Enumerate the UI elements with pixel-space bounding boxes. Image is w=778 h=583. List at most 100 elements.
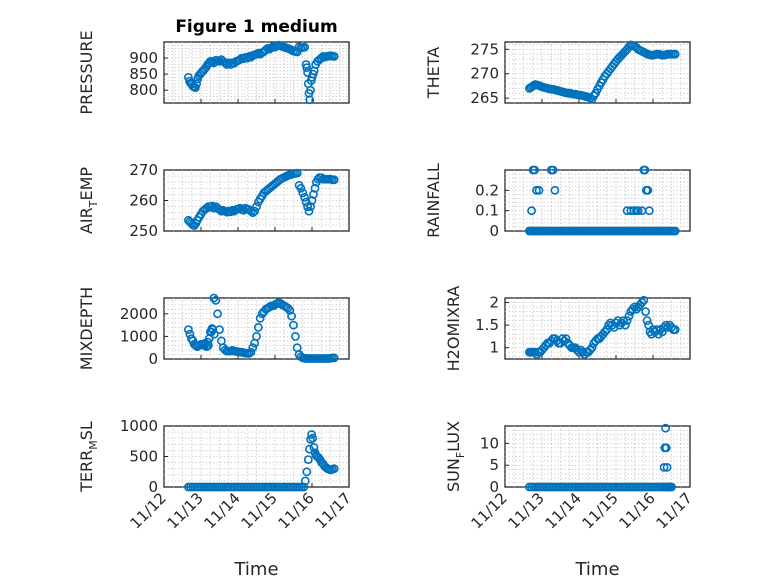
data-point [587, 343, 597, 353]
data-point [261, 45, 271, 55]
data-point [600, 327, 610, 337]
y-axis-label-subscript: F [454, 452, 467, 458]
data-point [298, 188, 308, 198]
data-point [310, 183, 320, 193]
data-point [622, 316, 632, 325]
data-point [190, 83, 200, 92]
data-point [255, 313, 265, 323]
y-axis-label-tail: LUX [444, 421, 463, 452]
data-point [303, 202, 312, 211]
data-point [637, 298, 647, 307]
data-points [525, 165, 680, 236]
data-point [287, 311, 296, 321]
data-point [248, 343, 258, 353]
data-point [329, 175, 339, 185]
data-point [300, 42, 309, 52]
subplot-h2omixra: 1 1.5 2 H2OMIXRA [444, 286, 691, 372]
y-axis-label-subscript: M [87, 440, 100, 450]
subplot-theta: 265 270 275 THETA [424, 40, 691, 107]
data-point [213, 309, 222, 319]
y-axis-label-tail: EMP [77, 167, 96, 201]
y-axis-label: AIRTEMP [77, 167, 100, 234]
y-tick-label: 1 [489, 339, 499, 357]
data-point [307, 196, 317, 205]
data-point [283, 303, 293, 313]
data-point [183, 325, 193, 334]
y-tick-label: 0 [489, 222, 499, 240]
y-axis-label-main: TERR [77, 450, 96, 493]
subplot-mixdepth: 0 1000 2000 MIXDEPTH [77, 287, 350, 370]
data-point [252, 331, 261, 341]
y-tick-label: 0.2 [475, 181, 499, 199]
data-point [304, 206, 314, 216]
subplot-rainfall: 0 0.1 0.2 RAINFALL [424, 163, 691, 240]
data-points [183, 293, 339, 363]
data-point [299, 482, 309, 492]
data-point [643, 185, 653, 195]
data-point [633, 206, 643, 216]
data-point [667, 482, 676, 492]
data-point [246, 206, 256, 216]
data-point [558, 334, 567, 344]
data-point [302, 63, 312, 73]
data-point [670, 49, 680, 59]
data-point [329, 52, 339, 61]
y-tick-label: 0 [489, 478, 499, 496]
data-point [215, 56, 224, 66]
data-point [303, 455, 313, 464]
data-point [530, 165, 539, 175]
data-point [561, 334, 571, 344]
data-point [192, 79, 201, 89]
y-axis-label: H2OMIXRA [444, 286, 463, 372]
data-point [550, 185, 560, 195]
data-points [525, 295, 680, 359]
subplot-air_temp: 250 260 270 AIRTEMP [77, 161, 350, 240]
y-axis-label-subscript: T [87, 200, 100, 208]
data-point [309, 442, 319, 452]
data-point [664, 482, 673, 492]
y-axis-label-main: THETA [424, 47, 443, 99]
data-points [525, 423, 676, 492]
data-point [329, 353, 339, 363]
data-point [629, 206, 639, 216]
data-point [642, 316, 652, 325]
data-point [292, 168, 302, 178]
y-axis-label-main: MIXDEPTH [77, 287, 96, 370]
data-point [624, 311, 634, 321]
y-tick-label: 275 [470, 40, 499, 58]
y-axis-label-main: PRESSURE [77, 30, 96, 114]
data-point [620, 320, 630, 330]
y-tick-label: 265 [470, 89, 499, 107]
data-point [661, 423, 670, 433]
data-point [253, 322, 263, 332]
y-tick-label: 0.1 [475, 202, 499, 220]
y-axis-label-main: AIR [77, 207, 96, 234]
y-tick-label: 2 [489, 294, 499, 312]
subplot-title: Figure 1 medium [175, 17, 337, 37]
data-point [309, 189, 318, 199]
data-point [527, 206, 536, 216]
data-point [215, 205, 224, 215]
y-tick-label: 270 [129, 161, 158, 179]
data-point [534, 185, 544, 195]
data-point [585, 345, 595, 355]
y-tick-label: 1.5 [475, 316, 499, 334]
data-point [307, 430, 316, 439]
y-axis-label: RAINFALL [424, 163, 443, 238]
data-point [266, 43, 276, 53]
y-tick-label: 0 [148, 350, 158, 368]
data-point [548, 165, 558, 175]
data-point [248, 208, 258, 218]
data-point [250, 206, 259, 216]
axes-box [504, 169, 691, 232]
data-point [640, 165, 650, 175]
data-point [246, 347, 256, 357]
data-point [619, 316, 628, 325]
data-point [306, 202, 315, 211]
y-axis-label: SUNFLUX [444, 421, 467, 492]
y-tick-label: 1000 [120, 417, 158, 435]
data-point [285, 305, 295, 315]
y-axis-label-main: RAINFALL [424, 163, 443, 238]
